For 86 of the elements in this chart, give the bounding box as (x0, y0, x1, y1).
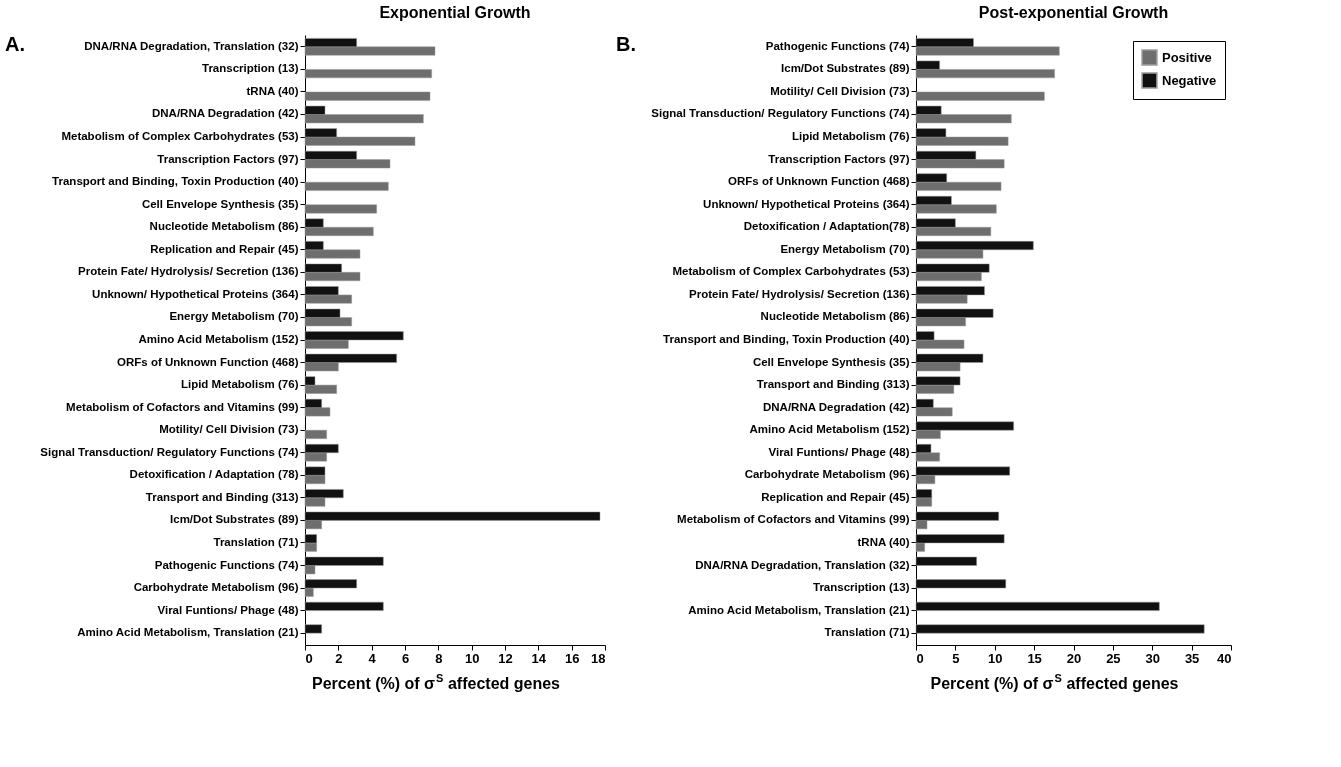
y-tick-label: Detoxification / Adaptation(78) (743, 220, 910, 233)
y-tick-label: Energy Metabolism (70) (169, 310, 299, 323)
y-tick-label: Transcription (13) (813, 581, 910, 594)
y-tick-label: ORFs of Unknown Function (468) (728, 175, 910, 188)
x-tick-label: 10 (988, 650, 1003, 666)
y-tick-label: Transport and Binding (313) (756, 378, 910, 391)
y-tick-label: Replication and Repair (45) (150, 242, 299, 255)
y-tick-label: Amino Acid Metabolism (152) (749, 423, 910, 436)
y-tick-label: Viral Funtions/ Phage (48) (768, 445, 910, 458)
x-tick-label: 6 (401, 650, 410, 666)
y-tick-label: Nucleotide Metabolism (86) (149, 220, 299, 233)
bar (304, 624, 322, 634)
x-tick-label: 8 (435, 650, 443, 666)
y-tick-label: Lipid Metabolism (76) (180, 378, 299, 391)
y-tick-label: Transcription (13) (202, 62, 299, 75)
x-tick-label: 20 (1066, 650, 1082, 666)
y-tick-label: Transport and Binding, Toxin Production (40) (52, 175, 299, 188)
y-tick-label: Metabolism of Complex Carbohydrates (53) (61, 130, 299, 143)
y-tick-label: Signal Transduction/ Regulatory Functions (74) (40, 445, 299, 458)
text: A. (5, 33, 25, 55)
x-tick-label: 14 (531, 650, 547, 666)
x-tick-label: 5 (952, 650, 960, 666)
y-tick-label: DNA/RNA Degradation (42) (762, 400, 910, 413)
y-tick-label: Cell Envelope Synthesis (35) (141, 197, 299, 210)
legend-label: Negative (1162, 72, 1217, 88)
y-tick-label: Transport and Binding, Toxin Production (40) (663, 333, 910, 345)
y-tick-label: Transport and Binding (313) (145, 490, 299, 503)
y-tick-label: Motility/ Cell Division (73) (159, 423, 299, 436)
y-tick-label: Translation (71) (213, 535, 299, 548)
y-tick-label: Pathogenic Functions (74) (765, 39, 910, 52)
bar (304, 181, 389, 191)
x-tick-label: 4 (368, 650, 377, 666)
bar (304, 429, 327, 439)
y-tick-label: Metabolism of Cofactors and Vitamins (99) (66, 400, 299, 413)
y-tick-label: Translation (71) (824, 626, 910, 639)
y-tick-label: Viral Funtions/ Phage (48) (157, 603, 299, 616)
x-tick-label: 35 (1184, 650, 1200, 666)
x-tick-label: 0 (916, 650, 924, 666)
y-tick-label: Metabolism of Cofactors and Vitamins (99) (677, 513, 910, 526)
y-tick-label: Pathogenic Functions (74) (154, 558, 299, 571)
x-tick-label: 15 (1027, 650, 1042, 666)
text: B. (616, 33, 636, 55)
x-tick-label: 16 (564, 650, 580, 666)
y-tick-label: DNA/RNA Degradation, Translation (32) (695, 558, 910, 571)
x-tick-label: 30 (1145, 650, 1160, 666)
y-tick-label: Carbohydrate Metabolism (96) (744, 468, 910, 481)
y-tick-label: Transcription Factors (97) (157, 152, 299, 165)
y-tick-label: Unknown/ Hypothetical Proteins (364) (92, 287, 299, 300)
legend-label: Positive (1162, 49, 1212, 65)
y-tick-label: tRNA (40) (857, 535, 910, 548)
y-tick-label: Lipid Metabolism (76) (791, 130, 910, 143)
y-tick-label: Metabolism of Complex Carbohydrates (53) (672, 265, 910, 278)
y-tick-label: Detoxification / Adaptation (78) (129, 468, 299, 481)
x-tick-label: 2 (335, 650, 343, 666)
y-tick-label: Icm/Dot Substrates (89) (170, 513, 299, 526)
y-tick-label: tRNA (40) (246, 84, 299, 97)
bar (304, 69, 432, 79)
bar (304, 204, 377, 214)
x-tick-label: 0 (305, 650, 313, 666)
y-tick-label: Protein Fate/ Hydrolysis/ Secretion (136) (78, 265, 299, 278)
y-tick-label: Signal Transduction/ Regulatory Functions (74) (651, 107, 910, 120)
y-tick-label: Unknown/ Hypothetical Proteins (364) (703, 197, 910, 210)
y-tick-label: Carbohydrate Metabolism (96) (133, 581, 299, 594)
x-tick-label: 12 (498, 650, 513, 666)
x-tick-label: 25 (1106, 650, 1121, 666)
bar (304, 601, 384, 611)
bar (304, 91, 431, 101)
chart-title: Post-exponential Growth (978, 4, 1169, 21)
y-tick-label: Amino Acid Metabolism, Translation (21) (688, 603, 910, 616)
y-tick-label: DNA/RNA Degradation (42) (151, 107, 299, 120)
y-tick-label: Motility/ Cell Division (73) (770, 84, 910, 97)
y-tick-label: Transcription Factors (97) (768, 152, 910, 165)
y-tick-label: DNA/RNA Degradation, Translation (32) (84, 39, 299, 52)
x-tick-label: 10 (464, 650, 480, 666)
y-tick-label: Energy Metabolism (70) (780, 242, 910, 255)
y-tick-label: Amino Acid Metabolism, Translation (21) (77, 626, 299, 639)
x-tick-label: 18 (591, 650, 606, 666)
y-tick-label: Protein Fate/ Hydrolysis/ Secretion (136) (689, 287, 910, 300)
y-tick-label: Replication and Repair (45) (761, 490, 910, 503)
y-tick-label: Nucleotide Metabolism (86) (760, 310, 910, 323)
y-tick-label: Cell Envelope Synthesis (35) (752, 355, 910, 368)
y-tick-label: Icm/Dot Substrates (89) (781, 62, 910, 75)
y-tick-label: ORFs of Unknown Function (468) (117, 355, 299, 368)
x-tick-label: 40 (1217, 650, 1232, 666)
chart-title: Exponential Growth (379, 4, 531, 21)
y-tick-label: Amino Acid Metabolism (152) (138, 333, 299, 345)
